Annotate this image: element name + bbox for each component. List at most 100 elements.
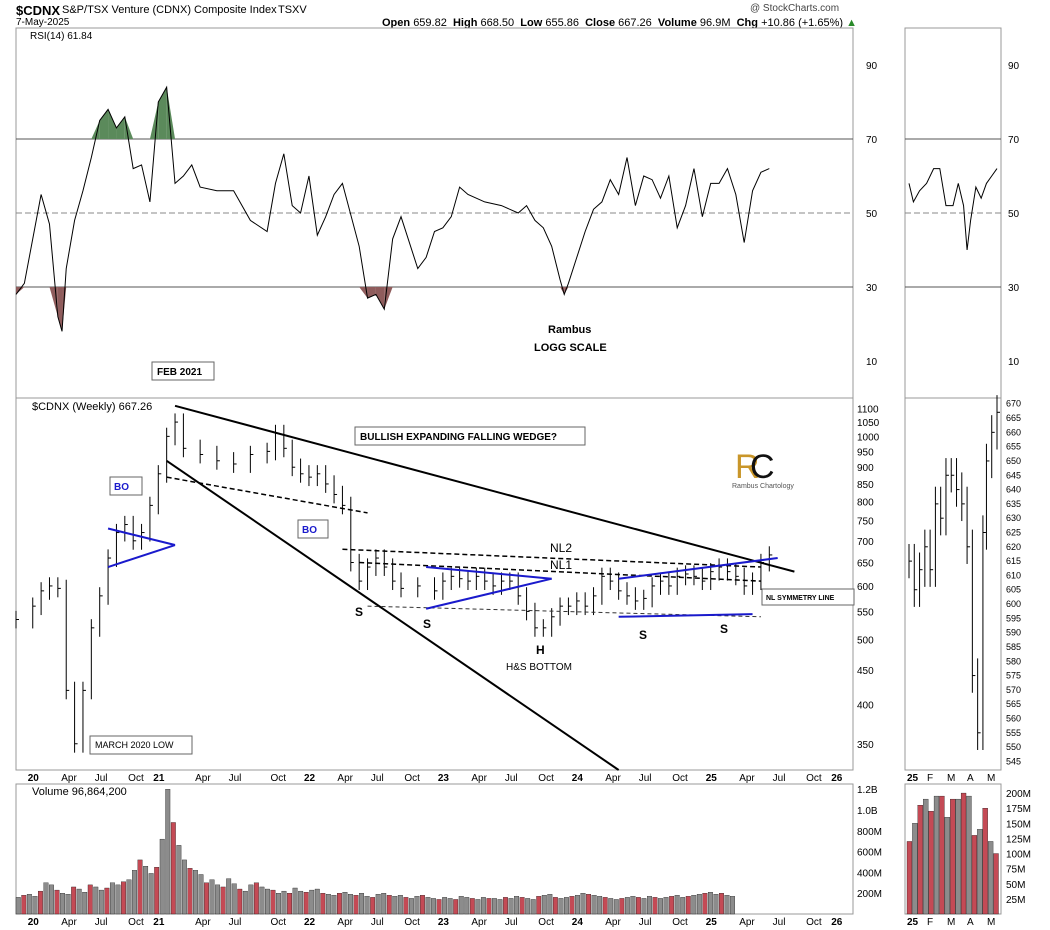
x-tick-label: Jul <box>371 917 384 928</box>
volume-bar <box>580 893 586 915</box>
rsi-tick-label: 70 <box>866 135 878 146</box>
volume-bar <box>447 898 453 915</box>
x-tick-label: Apr <box>471 773 487 784</box>
volume-inset-bar <box>950 798 956 915</box>
rsi-overbought-fill <box>108 109 117 139</box>
nl2-line <box>342 548 761 568</box>
volume-bar <box>397 895 403 915</box>
svg-text:FEB 2021: FEB 2021 <box>157 367 202 378</box>
svg-text:BO: BO <box>114 482 129 493</box>
wedge-callout: BULLISH EXPANDING FALLING WEDGE? <box>354 426 586 446</box>
price-inset-tick: 665 <box>1006 413 1021 423</box>
x-tick-label: 24 <box>572 917 584 928</box>
inset-x-tick-label: M <box>947 773 955 784</box>
volume-bar <box>93 886 99 915</box>
volume-bar <box>176 845 182 915</box>
volume-bar <box>530 899 536 915</box>
rsi-overbought-fill <box>91 120 100 139</box>
volume-bar <box>597 896 603 915</box>
volume-bar <box>109 882 115 915</box>
volume-tick-label: 800M <box>857 827 882 838</box>
price-inset-tick: 570 <box>1006 685 1021 695</box>
price-inset-tick: 580 <box>1006 656 1021 666</box>
volume-inset-tick: 50M <box>1006 880 1025 891</box>
price-tick-label: 700 <box>857 537 874 548</box>
price-tick-label: 1100 <box>857 404 879 415</box>
x-tick-label: Jul <box>505 917 518 928</box>
price-tick-label: 550 <box>857 607 874 618</box>
price-inset-tick: 640 <box>1006 485 1021 495</box>
volume-bar <box>204 882 209 915</box>
volume-bar <box>265 888 270 915</box>
volume-label: Volume <box>657 17 697 29</box>
price-inset-tick: 590 <box>1006 628 1021 638</box>
low-label: Low <box>520 17 543 29</box>
volume-bar <box>303 892 309 915</box>
volume-bar <box>325 894 331 915</box>
volume-bar <box>314 888 320 915</box>
x-tick-label: Apr <box>337 773 353 784</box>
x-tick-label: Oct <box>806 917 822 928</box>
volume-bar <box>359 893 364 915</box>
volume-bar <box>685 896 691 915</box>
volume-inset-bar <box>960 792 967 915</box>
volume-bar <box>71 886 77 915</box>
volume-bar <box>375 894 381 915</box>
x-tick-label: Apr <box>61 773 77 784</box>
volume-inset-bar <box>993 853 999 915</box>
volume-bar <box>226 878 232 915</box>
price-inset-tick: 600 <box>1006 599 1021 609</box>
price-inset-tick: 545 <box>1006 756 1021 766</box>
nl1-label: NL1 <box>550 558 572 572</box>
volume-inset-bar <box>944 817 950 915</box>
volume-bar <box>386 895 392 915</box>
volume-bar <box>586 894 592 915</box>
ohlc-readout: Open 659.82 High 668.50 Low 655.86 Close… <box>382 17 857 29</box>
svg-text:C: C <box>750 448 775 486</box>
rsi-oversold-fill <box>375 287 385 310</box>
volume-bar <box>564 897 569 915</box>
price-inset-tick: 555 <box>1006 728 1021 738</box>
volume-bar <box>49 884 54 915</box>
triangle-2-lower <box>425 577 552 610</box>
inset-x-tick-label: F <box>927 773 933 784</box>
volume-bar <box>143 866 149 915</box>
volume-bar <box>392 896 398 915</box>
x-tick-label: 22 <box>304 773 316 784</box>
hs-bottom-label: H&S BOTTOM <box>506 662 572 673</box>
svg-text:BO: BO <box>302 525 317 536</box>
volume-inset-bar <box>933 795 940 915</box>
volume-bar <box>15 897 21 915</box>
price-inset-panel <box>904 397 1002 771</box>
volume-bar <box>475 899 481 915</box>
chart-date: 7-May-2025 <box>16 17 70 28</box>
volume-bar <box>137 859 143 915</box>
chg-value: +10.86 (+1.65%) <box>761 17 844 29</box>
rsi-overbought-fill <box>158 87 167 139</box>
rsi-inset-line <box>908 168 998 251</box>
volume-bar <box>54 889 60 915</box>
march-2020-callout: MARCH 2020 LOW <box>89 735 193 755</box>
volume-bar <box>724 895 730 915</box>
volume-bar <box>497 899 503 915</box>
price-inset-tick: 575 <box>1006 671 1021 681</box>
x-tick-label: Oct <box>404 917 420 928</box>
inset-x-tick-label: A <box>967 917 974 928</box>
price-tick-label: 1000 <box>857 432 880 443</box>
chart-symbol: $CDNX <box>16 3 61 18</box>
x-tick-label: Oct <box>672 917 688 928</box>
volume-bar <box>87 884 93 915</box>
volume-bar <box>370 897 376 915</box>
bo-callout-1: BO <box>109 476 143 496</box>
bo-triangle-upper <box>107 527 176 546</box>
volume-bar <box>276 893 281 915</box>
volume-bar <box>652 897 658 915</box>
volume-bar <box>608 898 614 915</box>
x-tick-label: Oct <box>128 917 144 928</box>
rsi-tick-label: 10 <box>866 357 878 368</box>
price-inset-tick: 595 <box>1006 613 1021 623</box>
volume-bar <box>647 896 652 915</box>
volume-inset-tick: 125M <box>1006 834 1031 845</box>
volume-bar <box>320 893 326 915</box>
rsi-tick-label: 50 <box>866 209 878 220</box>
